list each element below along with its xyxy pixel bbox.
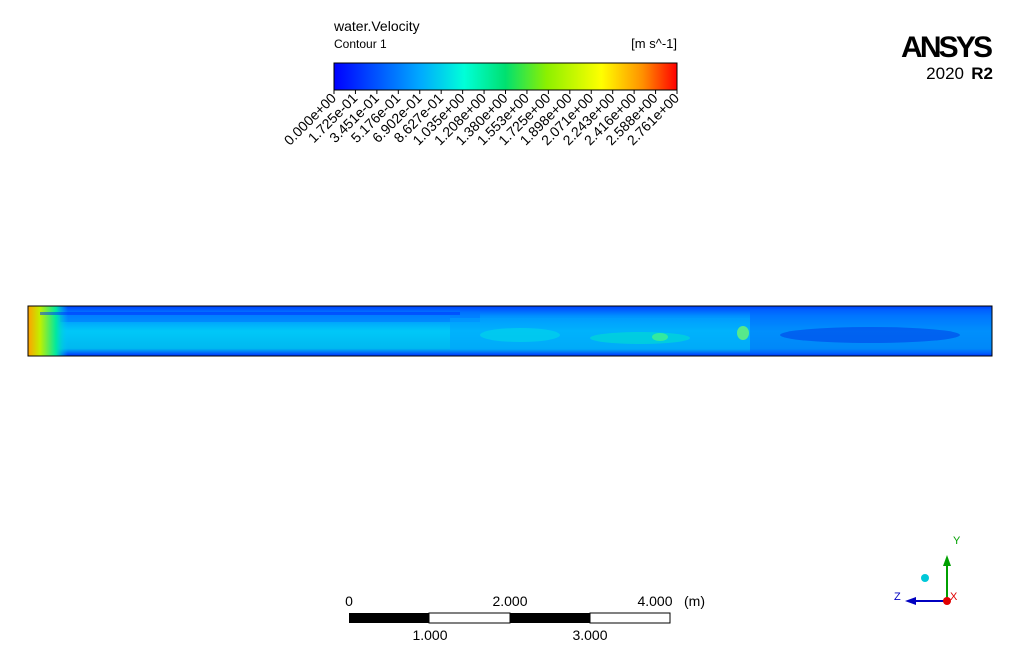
scale-bar <box>349 612 671 624</box>
legend-subtitle: Contour 1 <box>334 37 387 51</box>
scale-label: 4.000 <box>637 593 672 609</box>
scale-label: 3.000 <box>572 627 607 643</box>
axis-label-x: X <box>950 591 958 603</box>
scale-unit: (m) <box>684 593 705 609</box>
axis-triad <box>905 555 951 605</box>
colorbar-ticks: 0.000e+001.725e-013.451e-015.176e-016.90… <box>281 90 683 149</box>
scale-label: 1.000 <box>412 627 447 643</box>
axis-label-y: Y <box>953 535 961 547</box>
colorbar <box>333 62 678 91</box>
legend-units: [m s^-1] <box>631 36 677 51</box>
contour-domain <box>27 305 993 357</box>
logo-brand: ANSYS <box>901 31 993 64</box>
axis-label-z: Z <box>894 591 901 603</box>
scale-label: 0 <box>345 593 353 609</box>
logo-release: R2 <box>971 64 993 83</box>
logo-year: 2020 <box>926 64 964 83</box>
scale-label: 2.000 <box>492 593 527 609</box>
legend-title: water.Velocity <box>333 18 420 34</box>
